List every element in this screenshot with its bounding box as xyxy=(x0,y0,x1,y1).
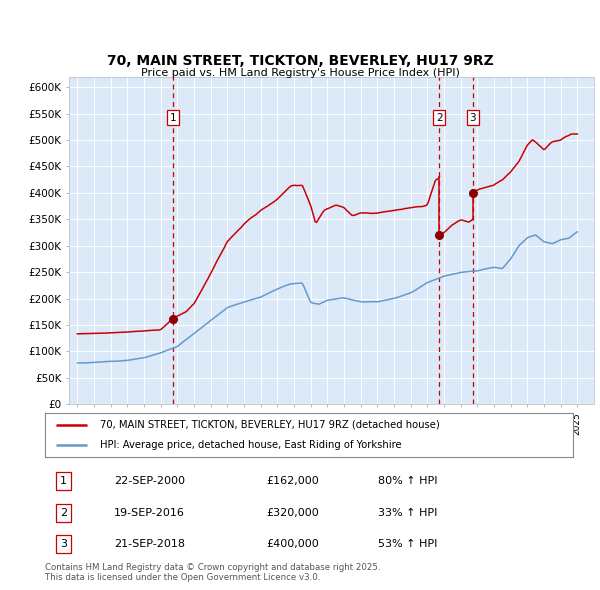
Text: £400,000: £400,000 xyxy=(267,539,320,549)
Text: 70, MAIN STREET, TICKTON, BEVERLEY, HU17 9RZ: 70, MAIN STREET, TICKTON, BEVERLEY, HU17… xyxy=(107,54,493,68)
Text: HPI: Average price, detached house, East Riding of Yorkshire: HPI: Average price, detached house, East… xyxy=(100,440,402,450)
Text: 53% ↑ HPI: 53% ↑ HPI xyxy=(377,539,437,549)
Text: 3: 3 xyxy=(60,539,67,549)
Text: 2: 2 xyxy=(60,507,67,517)
Text: 80% ↑ HPI: 80% ↑ HPI xyxy=(377,476,437,486)
Text: 33% ↑ HPI: 33% ↑ HPI xyxy=(377,507,437,517)
Text: Contains HM Land Registry data © Crown copyright and database right 2025.
This d: Contains HM Land Registry data © Crown c… xyxy=(45,563,380,582)
Text: 1: 1 xyxy=(169,113,176,123)
Text: Price paid vs. HM Land Registry's House Price Index (HPI): Price paid vs. HM Land Registry's House … xyxy=(140,68,460,77)
Text: 2: 2 xyxy=(436,113,443,123)
Text: 70, MAIN STREET, TICKTON, BEVERLEY, HU17 9RZ (detached house): 70, MAIN STREET, TICKTON, BEVERLEY, HU17… xyxy=(100,420,440,430)
Text: 1: 1 xyxy=(60,476,67,486)
Text: £162,000: £162,000 xyxy=(267,476,320,486)
Text: 21-SEP-2018: 21-SEP-2018 xyxy=(113,539,185,549)
Text: 19-SEP-2016: 19-SEP-2016 xyxy=(113,507,185,517)
Text: 3: 3 xyxy=(469,113,476,123)
Text: £320,000: £320,000 xyxy=(267,507,320,517)
Text: 22-SEP-2000: 22-SEP-2000 xyxy=(113,476,185,486)
